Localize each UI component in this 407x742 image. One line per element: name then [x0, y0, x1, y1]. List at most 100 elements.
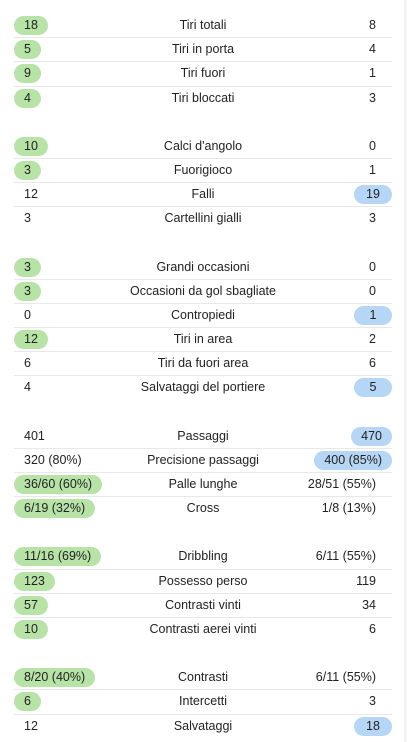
home-value: 3: [14, 257, 41, 277]
stat-row: 12 Falli 19: [14, 183, 392, 208]
home-value: 6: [24, 356, 31, 371]
away-value: 8: [369, 18, 376, 32]
stat-label: Contrasti vinti: [165, 597, 241, 612]
home-value: 6: [14, 692, 41, 712]
home-value: 57: [14, 595, 48, 615]
stat-label: Tiri da fuori area: [157, 356, 249, 371]
stat-row: 3 Occasioni da gol sbagliate 0: [14, 280, 392, 304]
stats-group: 18 Tiri totali 8 5 Tiri in porta 4 9 Tiri fuori…: [14, 14, 392, 111]
stats-group: 10 Calci d'angolo 0 3 Fuorigioco 1 12 Falli 19 3 C…: [14, 135, 392, 232]
stat-row: 4 Tiri bloccati 3: [14, 87, 392, 111]
home-value: 6/19 (32%): [14, 499, 96, 519]
away-value: 18: [354, 716, 392, 736]
stat-row: 6 Intercetti 3: [14, 690, 392, 715]
stat-label: Calci d'angolo: [163, 138, 243, 153]
stat-row: 3 Cartellini gialli 3: [14, 207, 392, 231]
stat-label: Intercetti: [179, 694, 227, 709]
away-value: 470: [351, 426, 392, 446]
stat-row: 5 Tiri in porta 4: [14, 38, 392, 63]
away-value: 0: [369, 138, 376, 153]
home-value: 10: [14, 619, 48, 639]
away-value: 34: [362, 597, 376, 612]
scrollbar-track[interactable]: [404, 0, 407, 742]
home-value: 4: [24, 380, 31, 395]
home-value: 11/16 (69%): [14, 547, 102, 567]
away-value: 1: [369, 66, 376, 81]
home-value: 12: [14, 330, 48, 350]
stat-label: Grandi occasioni: [156, 259, 250, 274]
stats-group: 3 Grandi occasioni 0 3 Occasioni da gol sbag…: [14, 256, 392, 401]
away-value: 400 (85%): [314, 450, 392, 470]
away-value: 19: [354, 185, 392, 205]
stat-row: 9 Tiri fuori 1: [14, 62, 392, 87]
home-value: 3: [24, 211, 31, 226]
stats-group: 11/16 (69%) Dribbling 6/11 (55%) 123 Possess…: [14, 545, 392, 642]
stat-label: Tiri in area: [173, 332, 233, 347]
away-value: 119: [356, 573, 376, 588]
home-value: 12: [24, 718, 38, 733]
stat-row: 12 Tiri in area 2: [14, 328, 392, 353]
home-value: 18: [14, 16, 48, 35]
away-value: 3: [369, 694, 376, 709]
away-value: 6/11 (55%): [315, 549, 376, 564]
home-value: 36/60 (60%): [14, 475, 103, 494]
stat-label: Occasioni da gol sbagliate: [130, 283, 276, 298]
stat-label: Tiri in porta: [171, 42, 235, 57]
stat-row: 36/60 (60%) Palle lunghe 28/51 (55%): [14, 473, 392, 498]
stat-row: 8/20 (40%) Contrasti 6/11 (55%): [14, 666, 392, 691]
stat-label: Salvataggi: [173, 718, 233, 733]
stat-row: 10 Calci d'angolo 0: [14, 135, 392, 159]
stat-label: Tiri bloccati: [171, 90, 235, 105]
stat-label: Contropiedi: [171, 307, 235, 322]
stat-label: Salvataggi del portiere: [140, 380, 266, 395]
stat-row: 3 Fuorigioco 1: [14, 159, 392, 184]
stat-row: 320 (80%) Precisione passaggi 400 (85%): [14, 449, 392, 473]
home-value: 9: [14, 64, 41, 84]
away-value: 0: [369, 283, 376, 298]
away-value: 6/11 (55%): [315, 670, 376, 685]
home-value: 12: [24, 187, 38, 202]
away-value: 3: [369, 90, 376, 105]
stat-row: 57 Contrasti vinti 34: [14, 594, 392, 618]
home-value: 8/20 (40%): [14, 668, 96, 688]
stats-group: 401 Passaggi 470 320 (80%) Precisione passag…: [14, 425, 392, 522]
away-value: 28/51 (55%): [307, 477, 376, 491]
stat-label: Tiri totali: [179, 18, 227, 32]
stat-row: 0 Contropiedi 1: [14, 304, 392, 329]
stats-group: 8/20 (40%) Contrasti 6/11 (55%) 6 Intercetti…: [14, 666, 392, 739]
stat-label: Tiri fuori: [180, 66, 226, 81]
stat-row: 4 Salvataggi del portiere 5: [14, 376, 392, 400]
away-value: 1/8 (13%): [321, 501, 376, 516]
away-value: 6: [369, 356, 376, 371]
stat-row: 10 Contrasti aerei vinti 6: [14, 618, 392, 642]
stat-row: 3 Grandi occasioni 0: [14, 256, 392, 280]
match-stats-panel: 18 Tiri totali 8 5 Tiri in porta 4 9 Tiri fuori…: [14, 14, 392, 739]
away-value: 2: [369, 332, 376, 347]
stat-row: 11/16 (69%) Dribbling 6/11 (55%): [14, 545, 392, 570]
away-value: 0: [369, 259, 376, 274]
stat-label: Fuorigioco: [173, 162, 233, 177]
home-value: 0: [24, 307, 31, 322]
away-value: 1: [369, 162, 376, 177]
stat-row: 6 Tiri da fuori area 6: [14, 352, 392, 377]
away-value: 6: [369, 621, 376, 636]
away-value: 3: [369, 211, 376, 226]
stat-label: Falli: [191, 187, 215, 202]
home-value: 3: [14, 281, 41, 301]
home-value: 123: [14, 571, 55, 591]
home-value: 401: [24, 428, 45, 443]
away-value: 5: [354, 378, 392, 398]
home-value: 4: [14, 88, 41, 108]
stat-label: Cartellini gialli: [164, 211, 242, 226]
home-value: 10: [14, 136, 48, 156]
stat-row: 12 Salvataggi 18: [14, 715, 392, 739]
home-value: 320 (80%): [24, 452, 82, 467]
stat-row: 18 Tiri totali 8: [14, 14, 392, 39]
home-value: 3: [14, 160, 41, 180]
stat-row: 123 Possesso perso 119: [14, 570, 392, 594]
stat-row: 6/19 (32%) Cross 1/8 (13%): [14, 497, 392, 521]
stat-row: 401 Passaggi 470: [14, 425, 392, 449]
stat-label: Passaggi: [177, 428, 229, 443]
home-value: 5: [14, 40, 41, 60]
stat-label: Contrasti aerei vinti: [149, 621, 257, 636]
